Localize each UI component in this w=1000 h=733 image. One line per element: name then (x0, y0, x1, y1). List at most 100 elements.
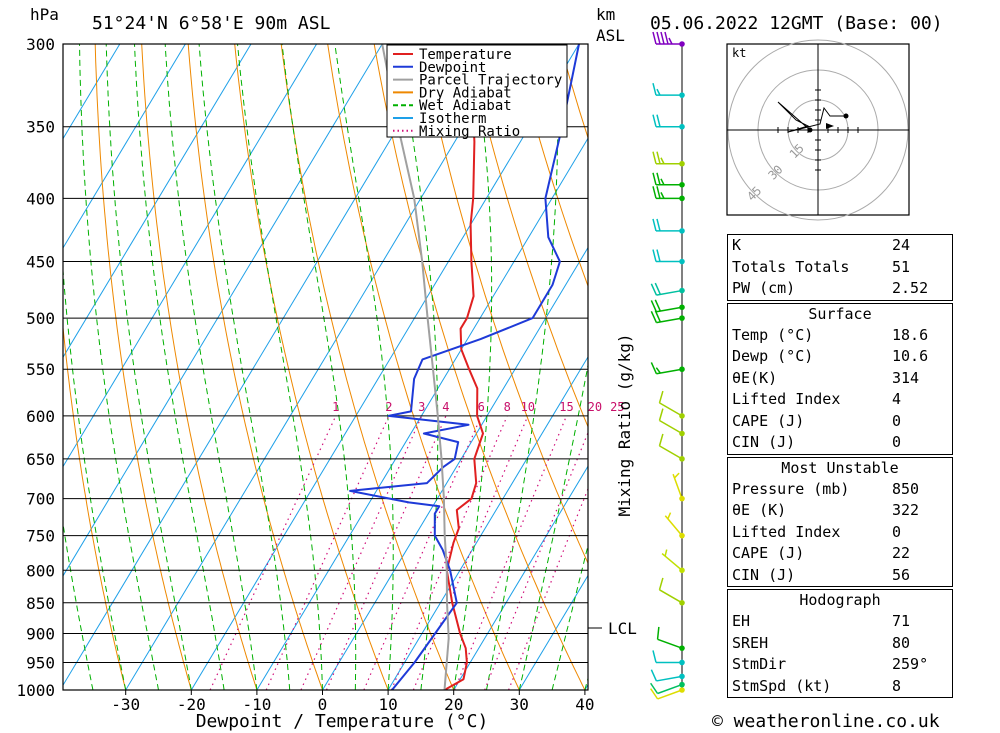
row-value: 8 (892, 676, 902, 695)
row-label: Totals Totals (732, 257, 850, 276)
row-value: 0 (892, 411, 902, 430)
pressure-tick-label: 450 (26, 253, 55, 272)
wind-barb (652, 151, 685, 167)
temperature-axis: -30 -20 -10 0 10 20 30 40 (111, 690, 595, 714)
table-row: Temp (°C) 18.6 (728, 325, 952, 347)
pressure-tick-label: 900 (26, 624, 55, 643)
row-label: θE(K) (732, 368, 778, 387)
wind-barb (650, 681, 685, 695)
wind-barb (652, 82, 685, 98)
wind-barb (658, 408, 685, 437)
wind-barb (672, 472, 685, 502)
dry-adiabat-line (327, 44, 520, 690)
row-label: StmSpd (kt) (732, 676, 832, 695)
row-value: 10.6 (892, 347, 929, 365)
dry-adiabat-line (94, 44, 192, 690)
mixing-ratio-label: 25 (610, 400, 624, 414)
row-label: CAPE (J) (732, 411, 805, 430)
table-row: EH 71 (728, 611, 952, 633)
table-row: θE(K) 314 (728, 368, 952, 390)
mixing-ratio-label: 4 (442, 400, 449, 414)
legend-label: Parcel Trajectory (419, 73, 562, 89)
mixing-ratio-label: 2 (385, 400, 392, 414)
temperature-tick-label: -10 (242, 695, 271, 714)
mixing-ratio-axis-label: Mixing Ratio (g/kg) (615, 333, 634, 516)
table-row: Totals Totals 51 (728, 257, 952, 279)
table-row: CAPE (J) 0 (728, 411, 952, 433)
wet-adiabat-line (518, 362, 588, 690)
wind-barb (650, 362, 685, 375)
wind-barb (658, 433, 685, 462)
lcl-label: LCL (608, 619, 637, 638)
temperature-tick-label: 10 (378, 695, 397, 714)
wind-barb (652, 172, 685, 188)
row-label: PW (cm) (732, 279, 796, 297)
row-label: K (732, 236, 742, 254)
pressure-tick-label: 600 (26, 407, 55, 426)
row-label: Lifted Index (732, 522, 841, 541)
profile-series (349, 44, 580, 690)
row-label: CIN (J) (732, 433, 796, 451)
wet-adiabat-line (198, 44, 291, 690)
pressure-tick-label: 850 (26, 594, 55, 613)
mixing-ratio-line (484, 431, 588, 690)
wind-barb (664, 512, 685, 539)
temperature-tick-label: -30 (111, 695, 140, 714)
series-temperature (444, 44, 484, 690)
legend-label: Mixing Ratio (419, 124, 520, 140)
isotherm-line (125, 44, 514, 690)
table-row: K 24 (728, 235, 952, 257)
row-value: 0 (892, 522, 902, 541)
table-row: Lifted Index 4 (728, 389, 952, 411)
mixing-ratio-labels: 1 2 3 4 6 8 10 15 20 25 (332, 400, 624, 414)
mixing-ratio-label: 20 (588, 400, 602, 414)
wind-barb (650, 669, 685, 682)
table-title: Hodograph (799, 591, 881, 609)
wind-barb (658, 390, 685, 419)
table-row: Lifted Index 0 (728, 522, 952, 544)
table-title: Surface (808, 304, 872, 323)
x-axis-label: Dewpoint / Temperature (°C) (196, 711, 489, 732)
dry-adiabat-line (970, 26, 1000, 690)
pressure-tick-label: 400 (26, 189, 55, 208)
isotherm-line (63, 44, 449, 687)
dry-adiabat-line (141, 44, 258, 690)
wet-adiabat-line (105, 44, 192, 690)
mixing-ratio-line (209, 415, 337, 690)
series-parcel-trajectory (381, 44, 450, 690)
pressure-axis: 300 350 400 450 500 550 600 650 700 750 800 850 900 9… (16, 35, 55, 700)
dry-adiabat-line (513, 44, 588, 288)
row-label: EH (732, 612, 751, 630)
row-value: 80 (892, 633, 911, 652)
indices-panel: K 24 Totals Totals 51 PW (cm) 2.52 Surfa… (727, 234, 953, 698)
mixing-ratio-label: 1 (332, 400, 339, 414)
dry-adiabat-line (466, 44, 588, 429)
wind-barb (656, 626, 685, 651)
row-value: 2.52 (892, 279, 929, 297)
wind-barb (650, 299, 685, 313)
table-row: Dewp (°C) 10.6 (728, 346, 952, 368)
row-label: CAPE (J) (732, 544, 805, 562)
table-row: StmDir 259° (728, 654, 952, 676)
wind-barb (652, 249, 685, 265)
legend-label: Dewpoint (419, 60, 486, 76)
dry-adiabat-line (234, 44, 389, 690)
wet-adiabat-line (453, 44, 493, 690)
pressure-tick-label: 1000 (16, 681, 55, 700)
credit-text: © weatheronline.co.uk (712, 711, 940, 732)
mixing-ratio-label: 3 (418, 400, 425, 414)
hodograph-point (807, 127, 813, 133)
row-label: CIN (J) (732, 565, 796, 584)
most-unstable-table: Most Unstable Pressure (mb) 850 θE (K) 3… (727, 456, 953, 587)
plot-frame (62, 43, 589, 691)
temperature-tick-label: 40 (575, 695, 594, 714)
pressure-tick-label: 650 (26, 450, 55, 469)
mixing-ratio-label: 8 (504, 400, 511, 414)
table-row: CAPE (J) 22 (728, 543, 952, 565)
mixing-ratio-label: 10 (521, 400, 535, 414)
row-value: 22 (892, 544, 911, 562)
temperature-tick-label: 0 (318, 695, 328, 714)
storm-motion-marker (826, 123, 834, 129)
